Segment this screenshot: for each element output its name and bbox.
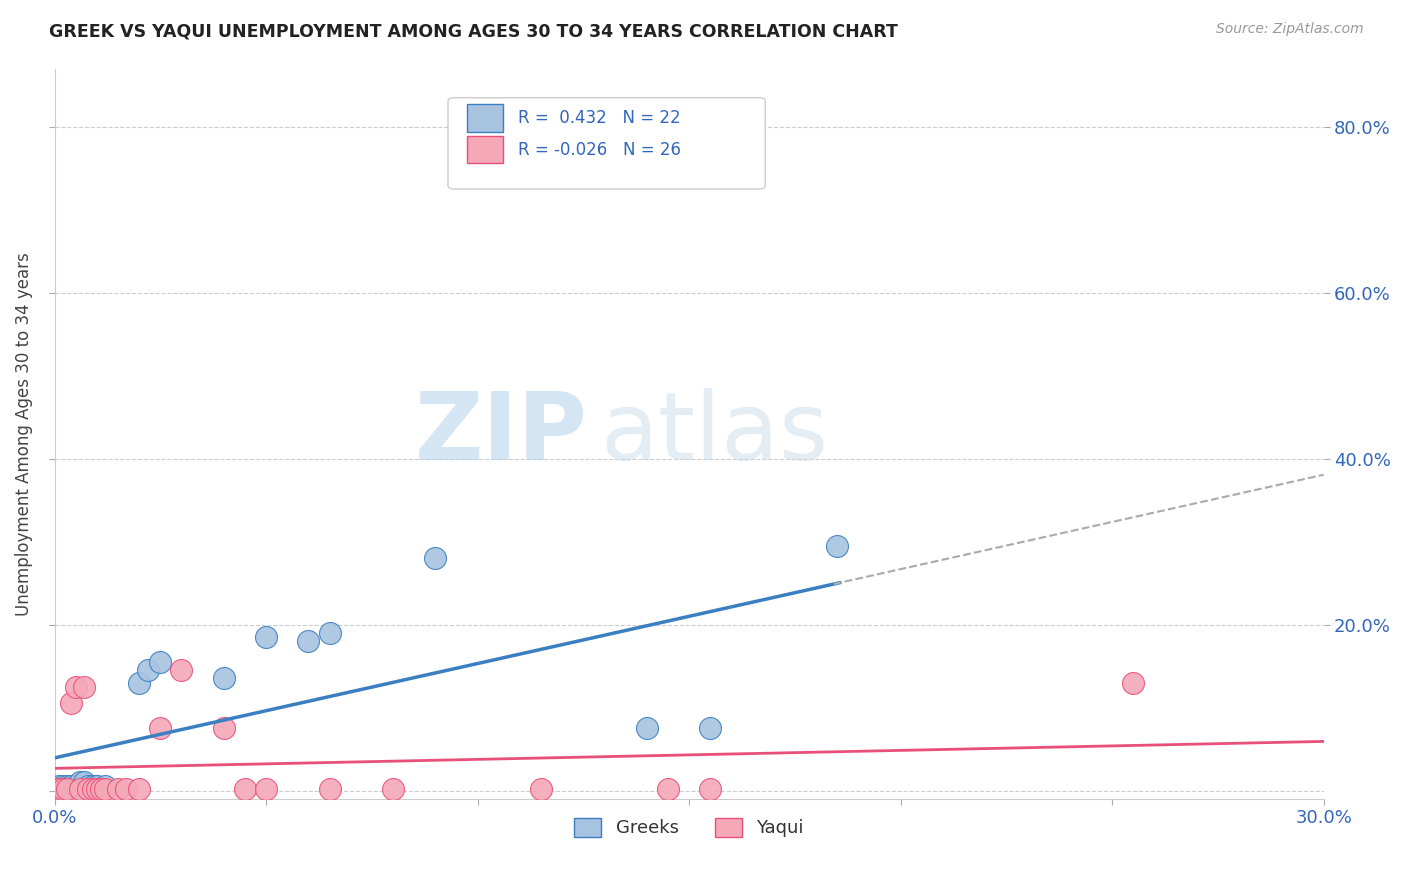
- Point: [77, 781, 100, 796]
- Text: R =  0.432   N = 22: R = 0.432 N = 22: [517, 109, 681, 128]
- Point: [82, 781, 104, 796]
- Point: [65, 680, 87, 694]
- Point: [90, 781, 112, 796]
- Text: GREEK VS YAQUI UNEMPLOYMENT AMONG AGES 30 TO 34 YEARS CORRELATION CHART: GREEK VS YAQUI UNEMPLOYMENT AMONG AGES 3…: [49, 22, 898, 40]
- Point: [69, 781, 91, 796]
- Point: [254, 630, 277, 644]
- FancyBboxPatch shape: [467, 104, 502, 132]
- Text: atlas: atlas: [600, 388, 828, 480]
- Point: [86, 780, 108, 794]
- Point: [86, 781, 108, 796]
- Point: [60, 780, 83, 794]
- Point: [530, 781, 553, 796]
- Point: [69, 775, 91, 789]
- Point: [65, 780, 87, 794]
- Point: [212, 672, 235, 686]
- Point: [149, 655, 172, 669]
- Point: [1122, 675, 1144, 690]
- Point: [115, 781, 138, 796]
- Point: [48, 780, 70, 794]
- Point: [48, 781, 70, 796]
- Text: Source: ZipAtlas.com: Source: ZipAtlas.com: [1216, 22, 1364, 37]
- Point: [657, 781, 679, 796]
- Point: [60, 697, 83, 711]
- Point: [254, 781, 277, 796]
- Point: [318, 625, 340, 640]
- Point: [52, 780, 75, 794]
- Text: ZIP: ZIP: [415, 388, 588, 480]
- Point: [73, 680, 96, 694]
- Point: [128, 781, 150, 796]
- Legend: Greeks, Yaqui: Greeks, Yaqui: [567, 811, 811, 845]
- Point: [52, 781, 75, 796]
- Point: [94, 780, 117, 794]
- Point: [73, 775, 96, 789]
- Point: [107, 781, 129, 796]
- Point: [82, 780, 104, 794]
- Point: [425, 551, 447, 566]
- Point: [297, 634, 319, 648]
- Point: [56, 781, 79, 796]
- Point: [94, 781, 117, 796]
- Point: [825, 539, 848, 553]
- Text: R = -0.026   N = 26: R = -0.026 N = 26: [517, 141, 681, 159]
- FancyBboxPatch shape: [467, 136, 502, 163]
- Y-axis label: Unemployment Among Ages 30 to 34 years: Unemployment Among Ages 30 to 34 years: [15, 252, 32, 615]
- Point: [699, 781, 721, 796]
- Point: [136, 663, 159, 677]
- Point: [318, 781, 340, 796]
- Point: [381, 781, 404, 796]
- Point: [128, 675, 150, 690]
- Point: [699, 721, 721, 735]
- Point: [56, 780, 79, 794]
- Point: [77, 780, 100, 794]
- Point: [170, 663, 193, 677]
- Point: [149, 721, 172, 735]
- Point: [233, 781, 256, 796]
- Point: [212, 721, 235, 735]
- FancyBboxPatch shape: [449, 98, 765, 189]
- Point: [636, 721, 658, 735]
